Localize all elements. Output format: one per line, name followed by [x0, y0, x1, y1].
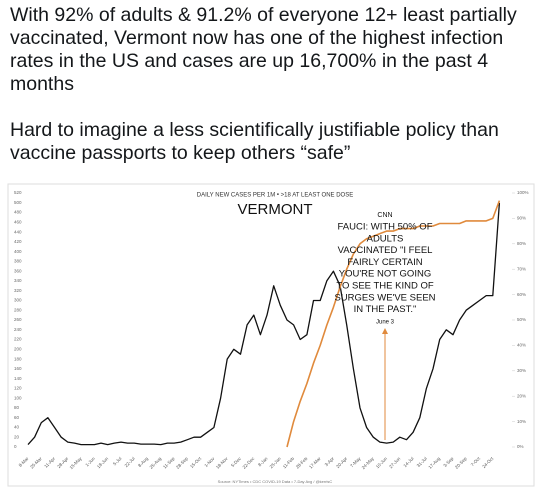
x-tick-label: 8-Jan — [257, 456, 269, 468]
y2-tick-label: 100% — [517, 190, 529, 195]
annotation-text: YOU'RE NOT GOING — [339, 269, 431, 280]
y-tick-label: 420 — [14, 239, 22, 244]
annotation-source: CNN — [377, 212, 392, 219]
annotation-text: ADULTS — [367, 233, 404, 244]
annotation-text: VACCINATED "I FEEL — [338, 245, 433, 256]
y2-tick-label: 80% — [517, 241, 526, 246]
y2-tick-label: 0% — [517, 444, 524, 449]
series-line — [27, 202, 501, 446]
y-tick-label: 460 — [14, 219, 22, 224]
annotation-text: SURGES WE'VE SEEN — [334, 292, 435, 303]
y-tick-label: 480 — [14, 210, 22, 215]
y-tick-label: 120 — [14, 386, 22, 391]
source-note: Source: NYTimes • CDC COVID-19 Data • 7-… — [218, 479, 333, 484]
y-tick-label: 20 — [14, 434, 20, 439]
annotation-text: FAIRLY CERTAIN — [347, 257, 422, 268]
y-tick-label: 200 — [14, 346, 22, 351]
y-tick-label: 240 — [14, 327, 22, 332]
tweet-paragraph: Hard to imagine a less scientifically ju… — [10, 119, 499, 164]
chart-title: DAILY NEW CASES PER 1M • >18 AT LEAST ON… — [197, 193, 353, 199]
x-tick-label: 7-Oct — [470, 455, 482, 467]
y-tick-label: 180 — [14, 356, 22, 361]
y-tick-label: 400 — [14, 249, 22, 254]
y-tick-label: 340 — [14, 278, 22, 283]
y-tick-label: 160 — [14, 366, 22, 371]
y2-tick-label: 90% — [517, 216, 526, 221]
y-tick-label: 320 — [14, 288, 22, 293]
y-tick-label: 40 — [14, 425, 20, 430]
annotation-text: IN THE PAST." — [354, 304, 417, 315]
y-tick-label: 0 — [14, 444, 17, 449]
y2-tick-label: 20% — [517, 393, 526, 398]
y2-tick-label: 10% — [517, 419, 526, 424]
x-tick-label: 3-Apr — [324, 456, 336, 468]
y-tick-label: 260 — [14, 317, 22, 322]
tweet-text: With 92% of adults & 91.2% of everyone 1… — [10, 4, 546, 188]
y2-tick-label: 50% — [517, 317, 526, 322]
series-line — [286, 200, 501, 448]
y-tick-label: 140 — [14, 376, 22, 381]
y-tick-label: 100 — [14, 395, 22, 400]
chart-subtitle: VERMONT — [238, 201, 313, 218]
y-tick-label: 80 — [14, 405, 20, 410]
x-tick-label: 1-Jun — [84, 456, 96, 468]
y-tick-label: 220 — [14, 337, 22, 342]
annotation-text: FAUCI: WITH 50% OF — [337, 222, 432, 233]
chart-frame — [7, 183, 535, 487]
y-tick-label: 300 — [14, 298, 22, 303]
annotation-text: TO SEE THE KIND OF — [336, 281, 434, 292]
annotation-date: June 3 — [376, 320, 395, 326]
y-tick-label: 520 — [14, 190, 22, 195]
y2-tick-label: 60% — [517, 292, 526, 297]
y2-tick-label: 30% — [517, 368, 526, 373]
y-tick-label: 500 — [14, 200, 22, 205]
annotation-arrowhead — [382, 328, 388, 334]
y2-tick-label: 40% — [517, 343, 526, 348]
y-tick-label: 380 — [14, 259, 22, 264]
x-tick-label: 5-Jul — [112, 456, 122, 466]
y-tick-label: 60 — [14, 415, 20, 420]
tweet-paragraph: With 92% of adults & 91.2% of everyone 1… — [10, 4, 517, 95]
y2-tick-label: 70% — [517, 266, 526, 271]
y-tick-label: 440 — [14, 229, 22, 234]
y-tick-label: 280 — [14, 307, 22, 312]
y-tick-label: 360 — [14, 268, 22, 273]
